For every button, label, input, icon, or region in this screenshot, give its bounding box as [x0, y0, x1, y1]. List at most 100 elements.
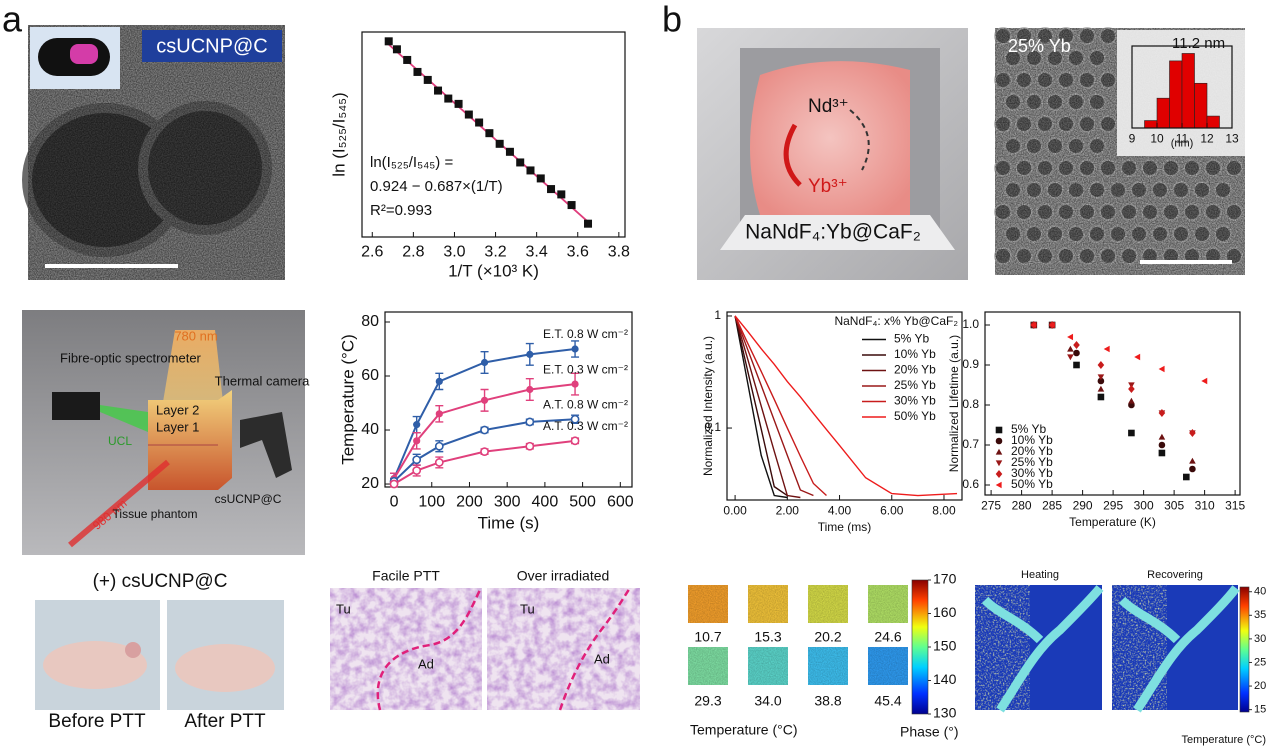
data-point: [525, 441, 535, 451]
data-point: [464, 110, 473, 119]
label: Layer 2: [156, 402, 199, 417]
thermal-images: Heating Recovering: [975, 569, 1240, 713]
data-point: [1128, 397, 1135, 404]
y-tick-label: 80: [361, 313, 379, 330]
legend-label: 10% Yb: [894, 347, 936, 361]
data-point: [384, 37, 393, 46]
image-title: Recovering: [1147, 569, 1203, 581]
label: UCL: [108, 434, 132, 448]
photo-caption: Before PTT: [48, 711, 146, 732]
data-point: [1097, 374, 1105, 381]
data-point: [1048, 321, 1055, 329]
ion-label: Yb³⁺: [808, 176, 848, 197]
tile-label: 20.2: [814, 629, 841, 645]
phase-texture: [688, 647, 728, 685]
legend-label: 5% Yb: [894, 332, 929, 346]
axis-label: Temperature (°C): [690, 722, 798, 738]
annotation: 0.924 − 0.687×(1/T): [370, 178, 503, 195]
colorbar-tick-label: 150: [933, 638, 957, 654]
tile-label: 24.6: [874, 629, 901, 645]
data-point: [1189, 465, 1196, 473]
data-point: [412, 455, 422, 465]
colorbar-tick-label: 35: [1254, 609, 1266, 621]
data-point: [1097, 377, 1105, 385]
legend-marker: [995, 437, 1003, 445]
x-tick-label: 6.00: [880, 504, 904, 518]
data-point: [505, 147, 514, 156]
x-tick-label: 310: [1195, 499, 1215, 513]
tile-label: 10.7: [694, 629, 721, 645]
capsule-core: [70, 44, 98, 64]
x-tick-label: 3.4: [526, 243, 548, 260]
x-tick-label: 13: [1225, 132, 1239, 146]
data-point: [423, 75, 432, 84]
label: Fibre-optic spectrometer: [60, 350, 202, 365]
thermal-camera: [240, 412, 292, 478]
data-point: [480, 396, 489, 404]
tile-label: 34.0: [754, 693, 781, 709]
tissue-texture: [487, 588, 640, 710]
data-point: [435, 377, 443, 386]
colorbar-label: Phase (°): [900, 724, 959, 740]
x-tick-label: 4.00: [828, 504, 852, 518]
tile-label: 29.3: [694, 693, 721, 709]
data-point: [536, 174, 545, 183]
data-point: [547, 185, 556, 194]
x-tick-label: 3.8: [608, 243, 630, 260]
y-tick-label: 1.0: [962, 317, 979, 331]
data-point: [454, 99, 463, 108]
x-tick-label: 500: [569, 493, 596, 510]
core: [750, 61, 910, 215]
legend-marker: [995, 426, 1003, 434]
data-point: [1158, 433, 1166, 440]
image-title: Over irradiated: [517, 568, 610, 584]
chart-title: 11.2 nm: [1172, 35, 1225, 52]
legend-marker: [995, 460, 1003, 467]
x-tick-label: 290: [1073, 499, 1093, 513]
y-tick-label: 20: [361, 475, 379, 492]
histogram-bar: [1206, 115, 1220, 129]
data-point: [571, 380, 579, 388]
excitation-beam: [160, 330, 225, 420]
series-line: [393, 348, 576, 480]
legend-label: 50% Yb: [894, 409, 936, 423]
data-point: [475, 118, 484, 127]
colorbar-tick-label: 30: [1254, 633, 1266, 645]
series-line: [734, 315, 801, 499]
tile-label: 38.8: [814, 693, 841, 709]
data-point: [480, 425, 489, 435]
data-point: [1128, 429, 1135, 437]
x-tick-label: 275: [981, 499, 1001, 513]
data-point: [570, 414, 580, 424]
data-point: [516, 158, 525, 167]
label: 780 nm: [174, 328, 217, 343]
data-point: [557, 190, 566, 199]
data-point: [444, 94, 453, 103]
image-title: Heating: [1021, 569, 1059, 581]
data-point: [1067, 333, 1074, 341]
x-tick-label: 0: [390, 493, 399, 510]
series-line: [393, 418, 576, 483]
phase-texture: [748, 647, 788, 685]
data-point: [495, 139, 504, 148]
data-point: [571, 345, 579, 353]
data-point: [412, 466, 422, 475]
histogram-bar: [1169, 60, 1183, 129]
histogram-bar: [1194, 82, 1208, 129]
x-tick-label: 2.00: [776, 504, 800, 518]
tem-image: csUCNP@C: [22, 25, 285, 280]
data-point: [434, 441, 444, 451]
mouse: [43, 641, 147, 689]
x-tick-label: 200: [456, 493, 483, 510]
region-label: Ad: [594, 651, 610, 666]
label: Thermal camera: [215, 373, 310, 388]
phase-texture: [808, 647, 848, 685]
x-tick-label: 2.6: [361, 243, 383, 260]
arrow: [783, 123, 802, 187]
legend-label: 20% Yb: [1011, 444, 1053, 458]
x-tick-label: 0.00: [723, 504, 747, 518]
data-point: [435, 410, 443, 418]
colorbar-tick-label: 40: [1254, 586, 1266, 598]
data-point: [526, 350, 534, 358]
annotation: R²=0.993: [370, 202, 432, 219]
